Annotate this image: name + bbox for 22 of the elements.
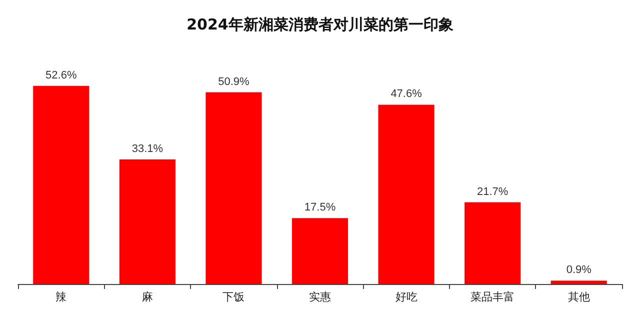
x-tick-label: 麻 (142, 290, 153, 304)
data-label: 50.9% (218, 76, 250, 88)
data-label: 52.6% (46, 69, 77, 82)
data-label: 33.1% (132, 142, 164, 155)
x-tick-label: 实惠 (309, 290, 331, 304)
x-tick-label: 下饭 (222, 292, 245, 304)
bar (550, 280, 607, 284)
bar (33, 86, 90, 284)
bar (119, 159, 176, 284)
bar (292, 218, 348, 284)
x-tick-label: 好吃 (395, 292, 418, 304)
x-tick-label: 菜品丰富 (470, 290, 515, 304)
data-label: 0.9% (566, 264, 592, 276)
data-label: 47.6% (390, 88, 422, 100)
bar (206, 92, 262, 284)
chart-title: 2024年新湘菜消费者对川菜的第一印象 (186, 16, 454, 34)
bar (378, 104, 434, 284)
x-tick-label: 其他 (568, 290, 590, 304)
bar (464, 202, 521, 284)
data-label: 17.5% (304, 202, 336, 214)
data-label: 21.7% (476, 186, 508, 198)
x-tick-label: 辣 (56, 290, 67, 304)
